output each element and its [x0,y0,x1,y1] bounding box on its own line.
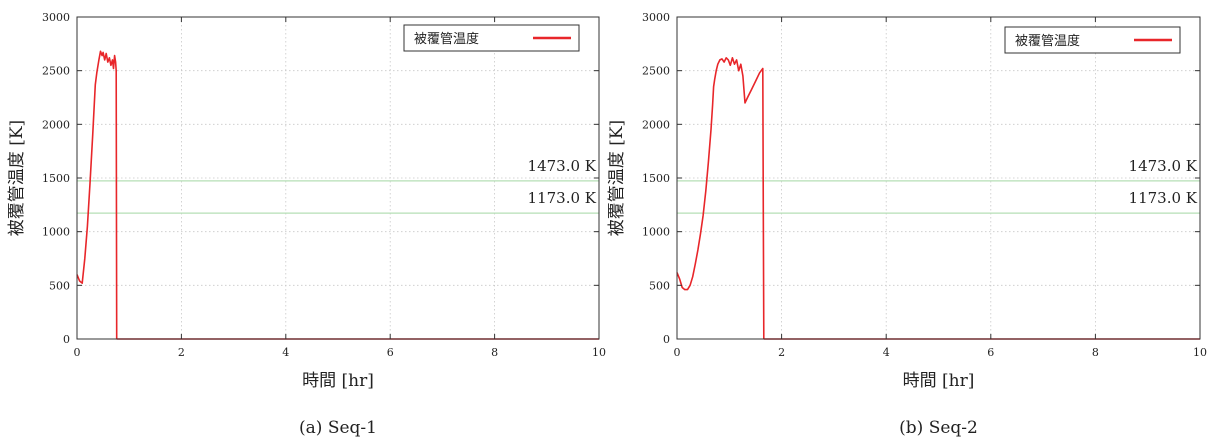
x-tick-label: 6 [987,346,994,359]
reference-line-label: 1473.0 K [1129,157,1198,175]
x-tick-label: 10 [1193,346,1207,359]
x-axis-label: 時間 [hr] [302,371,374,391]
y-tick-label: 0 [63,333,70,346]
series-line [676,56,765,340]
chart-panel-1: 1473.0 K 1173.0 K 0 2 4 6 8 10 0 500 1000 1500 2000 2… [7,11,606,438]
series-line [76,50,118,340]
legend-label: 被覆管温度 [1015,33,1080,49]
x-tick-label: 0 [674,346,681,359]
y-tick-label: 2000 [642,118,670,131]
legend-label: 被覆管温度 [414,31,479,47]
x-tick-label: 2 [778,346,785,359]
chart-panel-2: 1473.0 K 1173.0 K 0 2 4 6 8 10 0 500 1000 1500 2000 2… [607,11,1207,438]
y-tick-label: 1000 [42,226,70,239]
reference-line-label: 1173.0 K [528,189,597,207]
y-tick-label: 2500 [42,65,70,78]
x-tick-label: 8 [491,346,498,359]
y-tick-label: 1500 [642,172,670,185]
y-tick-label: 3000 [642,11,670,24]
x-tick-label: 10 [592,346,606,359]
reference-line-label: 1473.0 K [528,157,597,175]
y-tick-label: 0 [663,333,670,346]
x-axis-label: 時間 [hr] [903,371,975,391]
x-tick-label: 4 [883,346,890,359]
y-tick-label: 2500 [642,65,670,78]
y-axis-label: 被覆管温度 [K] [7,120,27,236]
y-tick-label: 3000 [42,11,70,24]
chart-caption: (b) Seq-2 [899,418,978,438]
x-tick-label: 8 [1092,346,1099,359]
y-axis-label: 被覆管温度 [K] [607,120,627,236]
x-tick-label: 2 [178,346,185,359]
x-tick-label: 6 [387,346,394,359]
reference-line-label: 1173.0 K [1129,189,1198,207]
y-tick-label: 1500 [42,172,70,185]
x-tick-label: 0 [74,346,81,359]
y-tick-label: 500 [649,279,670,292]
y-tick-label: 2000 [42,118,70,131]
x-tick-label: 4 [282,346,289,359]
y-tick-label: 500 [49,279,70,292]
chart-caption: (a) Seq-1 [299,418,377,438]
y-tick-label: 1000 [642,226,670,239]
